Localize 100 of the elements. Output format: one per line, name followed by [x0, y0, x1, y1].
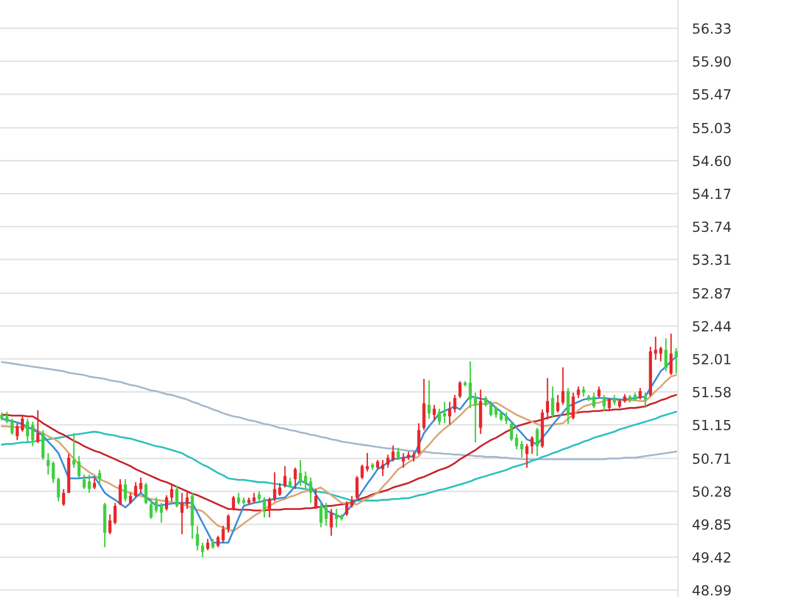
- candlestick: [288, 476, 292, 488]
- candlestick: [412, 450, 416, 462]
- candlestick: [324, 502, 328, 527]
- candlestick: [546, 377, 550, 420]
- y-tick-label: 49.42: [692, 552, 730, 563]
- candlestick: [298, 459, 302, 487]
- candlestick: [314, 488, 318, 510]
- candlestick: [196, 525, 199, 552]
- candlestick: [160, 502, 163, 524]
- line-series: [0, 374, 678, 532]
- candlestick: [150, 498, 153, 520]
- candlestick: [432, 404, 436, 421]
- candlestick: [556, 394, 560, 414]
- candlestick: [20, 414, 24, 432]
- candlestick: [268, 496, 272, 518]
- y-tick-label: 52.87: [692, 288, 730, 299]
- candlestick: [360, 464, 364, 480]
- candlestick: [304, 470, 308, 490]
- y-tick-label: 49.85: [692, 519, 730, 530]
- candlestick: [72, 432, 76, 468]
- candlestick: [334, 508, 338, 528]
- candlestick: [438, 408, 441, 426]
- y-tick-label: 51.58: [692, 386, 731, 398]
- candlestick: [612, 394, 616, 406]
- candlestick: [62, 488, 66, 507]
- candlestick: [108, 514, 112, 535]
- candlestick: [664, 338, 668, 372]
- y-tick-label: 50.71: [692, 453, 730, 464]
- candlestick: [638, 387, 642, 400]
- y-tick-label: 54.60: [692, 156, 731, 166]
- candlestick: [345, 500, 348, 517]
- candlestick: [494, 406, 498, 419]
- candlestick: [26, 418, 30, 442]
- candlestick: [597, 386, 601, 399]
- candlestick: [396, 447, 400, 461]
- candlestick: [489, 400, 492, 418]
- candlestick: [520, 440, 524, 458]
- candlestick: [237, 492, 240, 506]
- candlestick: [392, 444, 395, 462]
- y-tick-label: 53.31: [692, 254, 730, 265]
- candlestick: [530, 436, 534, 455]
- candlestick: [468, 360, 472, 409]
- candlestick: [515, 433, 518, 450]
- candlestick: [674, 348, 678, 374]
- candlestick: [139, 476, 142, 494]
- candlestick: [670, 333, 673, 376]
- y-tick-label: 52.44: [692, 321, 731, 332]
- candlestick: [98, 469, 102, 486]
- candlestick: [442, 401, 446, 424]
- candlestick: [309, 476, 312, 504]
- candlestick: [262, 496, 266, 518]
- candlestick: [273, 472, 276, 502]
- candlestick: [525, 443, 528, 468]
- candlestick: [211, 538, 214, 550]
- candlestick: [566, 387, 570, 425]
- candlestick: [602, 394, 606, 412]
- candlestick: [77, 455, 81, 478]
- candlestick: [319, 502, 323, 528]
- candlestick: [180, 492, 184, 535]
- candlestick: [561, 366, 564, 406]
- candlestick: [283, 465, 286, 488]
- candlestick: [232, 495, 236, 512]
- candlestick: [582, 386, 586, 398]
- candlestick: [186, 490, 189, 510]
- candlestick: [201, 542, 204, 558]
- candlestick: [381, 459, 384, 477]
- candlestick: [92, 476, 96, 490]
- candlestick: [124, 478, 127, 502]
- candlestick: [402, 452, 405, 468]
- candlestick: [226, 514, 230, 534]
- line-series: [0, 361, 678, 460]
- candlestick: [458, 380, 462, 399]
- y-tick-label: 52.01: [692, 354, 730, 364]
- candlestick: [366, 452, 369, 472]
- candlestick: [644, 392, 647, 409]
- candlestick: [16, 422, 19, 441]
- y-tick-label: 55.03: [692, 122, 731, 134]
- candlestick: [252, 492, 256, 504]
- candlestick: [222, 525, 225, 544]
- candlestick: [504, 412, 508, 425]
- candlestick: [46, 452, 50, 476]
- y-tick-label: 51.15: [692, 420, 730, 430]
- candlestick: [592, 392, 596, 409]
- candlestick: [128, 492, 132, 504]
- candlestick: [206, 538, 210, 552]
- candlestick: [659, 346, 662, 362]
- candlestick: [154, 496, 158, 514]
- candlestick: [453, 394, 456, 414]
- candlestick: [386, 454, 390, 468]
- candlestick: [5, 411, 8, 424]
- candlestick: [576, 386, 580, 399]
- candlestick: [572, 392, 575, 420]
- candlestick: [56, 476, 60, 502]
- y-tick-label: 55.47: [692, 89, 730, 100]
- candlestick: [278, 482, 282, 497]
- candlestick: [417, 422, 420, 456]
- candlestick: [500, 410, 503, 422]
- candlestick: [216, 535, 220, 548]
- candlestick: [144, 482, 148, 506]
- candlestick: [175, 485, 178, 508]
